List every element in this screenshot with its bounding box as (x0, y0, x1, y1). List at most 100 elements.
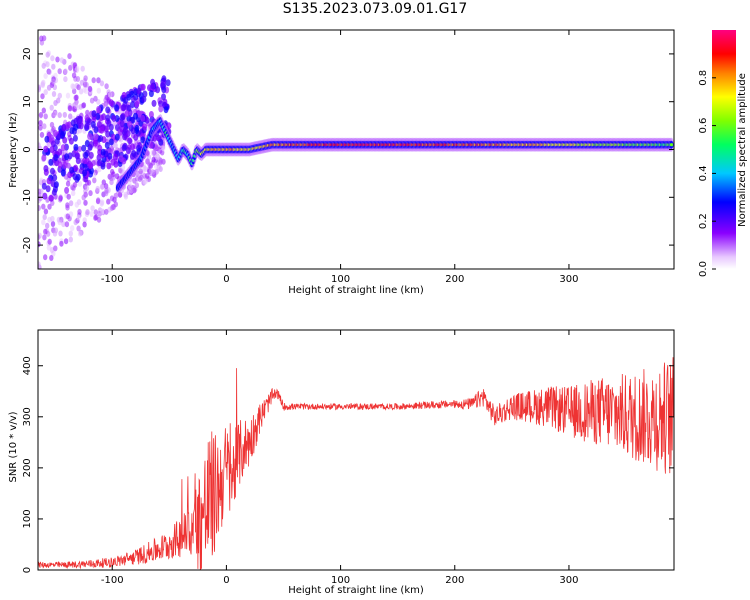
spectrogram-scatter-cell (140, 114, 146, 122)
spectrogram-scatter-cell (133, 112, 138, 120)
snr-y-tick-label: 100 (22, 509, 33, 528)
spectrogram-noise-cell (113, 142, 118, 149)
spectrogram-scatter-cell (101, 113, 107, 121)
spectrogram-scatter-cell (105, 130, 111, 138)
spectrogram-noise-cell (63, 68, 68, 75)
spectrogram-noise-cell (106, 198, 111, 205)
spectrogram-noise-cell (41, 79, 46, 86)
spectrogram-noise-cell (42, 123, 47, 130)
spectrogram-ridge-core (669, 143, 674, 147)
spectrogram-scatter-cell (48, 158, 54, 166)
spectrogram-noise-cell (138, 168, 143, 175)
spectrogram-scatter-cell (155, 86, 161, 94)
spectrogram-noise-cell (70, 225, 75, 232)
spectrogram-scatter-cell (122, 126, 128, 134)
spectrogram-noise-cell (67, 53, 72, 60)
spectrogram-scatter-cell (127, 120, 132, 128)
spectrogram-scatter-cell (166, 122, 172, 130)
spectrogram-noise-cell (45, 222, 50, 229)
spectrogram-y-tick-label: 10 (22, 95, 33, 108)
spectrogram-scatter-cell (49, 134, 54, 142)
spectrogram-noise-cell (43, 89, 48, 96)
spectrogram-scatter-cell (44, 135, 50, 143)
spectrogram-noise-cell (49, 104, 54, 111)
spectrogram-noise-cell (45, 51, 50, 58)
spectrogram-scatter-cell (118, 155, 124, 163)
spectrogram-noise-cell (93, 209, 99, 216)
spectrogram-noise-cell (85, 109, 90, 116)
spectrogram-noise-cell (145, 158, 150, 165)
spectrogram-scatter-cell (88, 151, 94, 159)
spectrogram-noise-cell (38, 261, 41, 268)
spectrogram-noise-cell (91, 77, 96, 84)
spectrogram-scatter-cell (60, 144, 66, 152)
spectrogram-scatter-cell (60, 129, 66, 137)
spectrogram-noise-cell (43, 208, 49, 215)
spectrogram-noise-cell (96, 87, 102, 94)
spectrogram-scatter-cell (62, 136, 68, 144)
spectrogram-noise-cell (77, 208, 82, 215)
spectrogram-scatter-cell (41, 154, 47, 162)
snr-panel: -100 0 100 200 300 0 100 200 300 400 Height of s… (8, 329, 675, 596)
spectrogram-scatter-cell (136, 110, 142, 118)
spectrogram-scatter-cell (124, 110, 130, 118)
colorbar-tick-label: 0.8 (698, 70, 709, 86)
spectrogram-scatter-cell (43, 165, 49, 172)
colorbar-tick-label: 0.2 (698, 213, 709, 229)
spectrogram-scatter-cell (136, 87, 142, 95)
spectrogram-scatter-cell (68, 137, 74, 145)
spectrogram-noise-cell (78, 88, 84, 95)
spectrogram-scatter-cell (69, 166, 75, 174)
colorbar-label: Normalized spectral amplitude (737, 73, 748, 227)
spectrogram-scatter-cell (127, 137, 133, 145)
spectrogram-scatter-cell (53, 154, 59, 162)
spectrogram-scatter-cell (105, 114, 111, 122)
spectrogram-noise-cell (51, 63, 56, 70)
spectrogram-noise-cell (81, 102, 87, 109)
spectrogram-scatter-cell (108, 99, 114, 107)
spectrogram-noise-cell (63, 238, 69, 245)
spectrogram-noise-cell (38, 124, 43, 131)
spectrogram-scatter-cell (74, 152, 80, 160)
spectrogram-scatter-cell (121, 144, 127, 152)
spectrogram-noise-cell (77, 230, 83, 237)
spectrogram-noise-cell (74, 201, 80, 208)
spectrogram-scatter-cell (72, 173, 78, 181)
spectrogram-scatter-cell (88, 162, 94, 170)
spectrogram-noise-cell (154, 168, 159, 175)
spectrogram-noise-cell (130, 184, 136, 191)
snr-y-tick-label: 300 (22, 407, 33, 426)
spectrogram-noise-cell (42, 234, 47, 241)
spectrogram-noise-cell (75, 65, 80, 72)
spectrogram-noise-cell (43, 228, 48, 235)
spectrogram-x-tick-label: 100 (331, 274, 350, 285)
spectrogram-noise-cell (99, 80, 105, 87)
spectrogram-noise-cell (71, 190, 76, 197)
spectrogram-scatter-cell (86, 118, 92, 126)
spectrogram-scatter-cell (130, 101, 135, 108)
spectrogram-noise-cell (64, 221, 70, 228)
spectrogram-noise-cell (50, 55, 55, 62)
spectrogram-scatter-cell (83, 151, 89, 159)
spectrogram-scatter-cell (73, 164, 79, 172)
spectrogram-marks (38, 35, 674, 269)
spectrogram-noise-cell (43, 113, 48, 120)
spectrogram-scatter-cell (114, 133, 120, 141)
spectrogram-noise-cell (83, 199, 88, 206)
spectrogram-noise-cell (43, 254, 48, 261)
spectrogram-scatter-cell (142, 123, 148, 131)
spectrogram-scatter-cell (72, 134, 78, 142)
spectrogram-scatter-cell (106, 119, 112, 127)
spectrogram-scatter-cell (48, 194, 54, 202)
spectrogram-scatter-cell (87, 132, 93, 140)
spectrogram-noise-cell (72, 181, 78, 188)
spectrogram-noise-cell (59, 240, 64, 247)
colorbar: 0.0 0.2 0.4 0.6 0.8 Normalized spectral ampl… (698, 30, 748, 277)
spectrogram-noise-cell (50, 221, 56, 227)
spectrogram-scatter-cell (93, 133, 99, 141)
spectrogram-scatter-cell (141, 95, 147, 103)
spectrogram-y-tick-label: -10 (22, 189, 33, 205)
spectrogram-scatter-cell (122, 133, 128, 141)
spectrogram-noise-cell (41, 62, 46, 69)
